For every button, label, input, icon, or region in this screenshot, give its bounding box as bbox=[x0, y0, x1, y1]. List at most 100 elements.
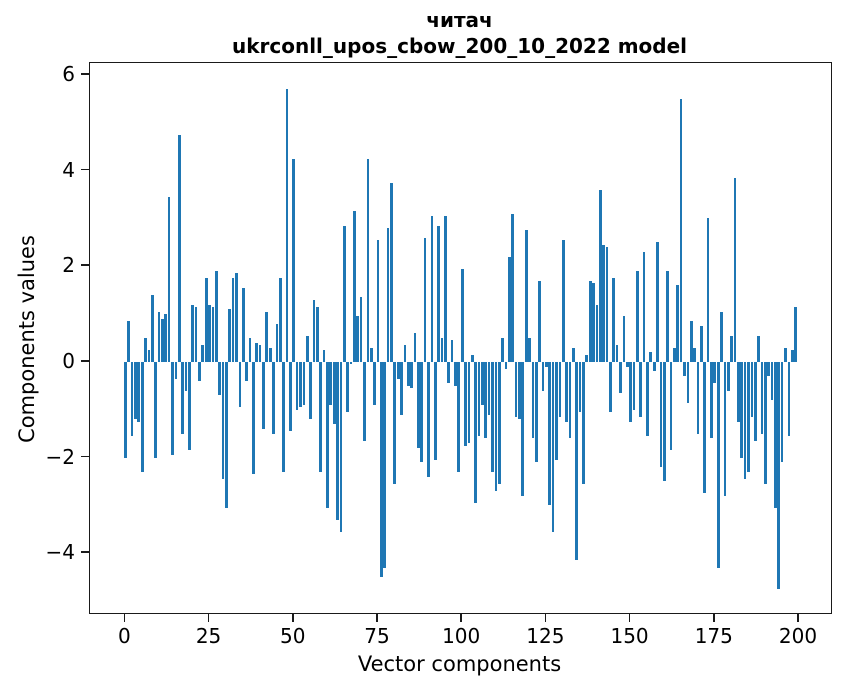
bar-component-105 bbox=[477, 361, 481, 437]
bar-component-135 bbox=[578, 361, 582, 413]
bar-component-190 bbox=[763, 361, 767, 484]
bar-component-141 bbox=[598, 189, 602, 362]
bar-component-150 bbox=[629, 361, 632, 422]
bar-component-111 bbox=[497, 361, 501, 484]
bar-component-28 bbox=[218, 361, 222, 396]
bar-component-72 bbox=[366, 158, 370, 362]
ytick-label-2: 2 bbox=[62, 253, 75, 278]
bar-component-175 bbox=[713, 361, 717, 384]
bar-component-7 bbox=[147, 349, 151, 362]
title-block: читач ukrconll_upos_cbow_200_10_2022 mod… bbox=[89, 8, 830, 59]
bar-component-67 bbox=[349, 361, 353, 365]
bar-component-11 bbox=[161, 318, 164, 362]
bar-component-44 bbox=[272, 361, 275, 434]
bar-component-9 bbox=[154, 361, 158, 458]
bar-component-89 bbox=[423, 237, 427, 362]
bar-component-173 bbox=[706, 218, 710, 362]
bar-component-178 bbox=[723, 361, 727, 496]
ytick-mark-−2 bbox=[81, 455, 89, 458]
bar-component-62 bbox=[332, 361, 336, 425]
bar-component-176 bbox=[716, 361, 720, 568]
ytick-mark-4 bbox=[81, 168, 89, 171]
bar-component-49 bbox=[289, 361, 292, 432]
bar-component-25 bbox=[208, 304, 211, 362]
bar-component-40 bbox=[258, 345, 262, 362]
bar-component-48 bbox=[285, 89, 289, 362]
bar-component-139 bbox=[592, 283, 595, 362]
bar-component-184 bbox=[743, 361, 747, 480]
bar-component-97 bbox=[450, 340, 454, 362]
xtick-mark-75 bbox=[376, 613, 378, 622]
bar-component-69 bbox=[356, 316, 360, 362]
bar-component-126 bbox=[548, 361, 552, 506]
bar-component-70 bbox=[359, 297, 363, 362]
bar-component-82 bbox=[400, 361, 403, 415]
bar-component-22 bbox=[198, 361, 201, 382]
bar-component-68 bbox=[353, 211, 356, 362]
bar-component-165 bbox=[679, 98, 683, 362]
bar-component-166 bbox=[683, 361, 686, 377]
bar-component-6 bbox=[144, 338, 147, 362]
bar-component-33 bbox=[235, 273, 238, 362]
plot-area bbox=[89, 62, 832, 614]
bar-component-47 bbox=[282, 361, 285, 472]
bar-component-86 bbox=[413, 333, 417, 362]
bar-component-95 bbox=[444, 216, 447, 362]
bar-component-12 bbox=[164, 314, 168, 362]
bar-component-54 bbox=[305, 335, 309, 362]
bar-component-102 bbox=[467, 361, 471, 444]
bar-component-103 bbox=[470, 354, 474, 362]
ytick-label-0: 0 bbox=[62, 348, 75, 373]
bar-component-158 bbox=[656, 242, 659, 362]
xtick-label-175: 175 bbox=[694, 624, 733, 648]
bar-component-34 bbox=[238, 361, 242, 408]
bar-component-146 bbox=[615, 345, 619, 362]
bar-component-120 bbox=[528, 338, 531, 362]
xtick-label-125: 125 bbox=[526, 624, 565, 648]
bar-component-3 bbox=[134, 361, 137, 420]
bar-component-164 bbox=[676, 285, 680, 362]
bar-component-27 bbox=[214, 271, 218, 362]
bar-component-163 bbox=[673, 347, 676, 362]
bar-component-151 bbox=[632, 361, 636, 410]
bar-component-142 bbox=[602, 244, 605, 362]
bar-component-31 bbox=[228, 309, 232, 362]
bar-component-46 bbox=[278, 278, 282, 362]
bar-component-162 bbox=[669, 361, 673, 451]
bar-component-87 bbox=[417, 361, 420, 448]
bar-component-29 bbox=[221, 361, 225, 480]
bar-component-18 bbox=[184, 361, 188, 391]
bar-component-136 bbox=[582, 361, 585, 484]
bar-component-38 bbox=[252, 361, 255, 475]
bar-component-130 bbox=[561, 239, 565, 362]
bar-component-154 bbox=[642, 251, 646, 362]
xtick-mark-100 bbox=[460, 613, 462, 622]
bar-component-169 bbox=[693, 347, 696, 362]
bar-component-32 bbox=[231, 278, 235, 362]
bar-component-188 bbox=[757, 335, 760, 362]
bar-component-77 bbox=[383, 361, 387, 568]
bar-component-195 bbox=[780, 361, 784, 463]
xtick-mark-200 bbox=[797, 613, 799, 622]
bar-component-115 bbox=[511, 213, 515, 362]
ytick-label-4: 4 bbox=[62, 157, 75, 182]
ytick-mark-6 bbox=[81, 73, 89, 75]
xtick-label-150: 150 bbox=[610, 624, 649, 648]
bar-component-5 bbox=[140, 361, 144, 472]
bar-component-61 bbox=[329, 361, 333, 405]
bar-component-181 bbox=[733, 177, 737, 362]
bar-component-10 bbox=[157, 311, 161, 362]
bar-component-144 bbox=[609, 361, 612, 413]
bar-component-36 bbox=[245, 361, 248, 382]
bar-component-137 bbox=[585, 354, 589, 362]
ytick-label-−2: −2 bbox=[45, 444, 75, 469]
bar-component-85 bbox=[410, 361, 413, 389]
ytick-mark-0 bbox=[81, 360, 89, 362]
bar-component-149 bbox=[625, 361, 629, 367]
bar-component-92 bbox=[433, 361, 437, 460]
bar-component-114 bbox=[507, 256, 511, 362]
bar-component-58 bbox=[319, 361, 323, 472]
bar-component-100 bbox=[460, 268, 464, 362]
xtick-label-0: 0 bbox=[117, 624, 131, 648]
bar-component-109 bbox=[491, 361, 494, 472]
